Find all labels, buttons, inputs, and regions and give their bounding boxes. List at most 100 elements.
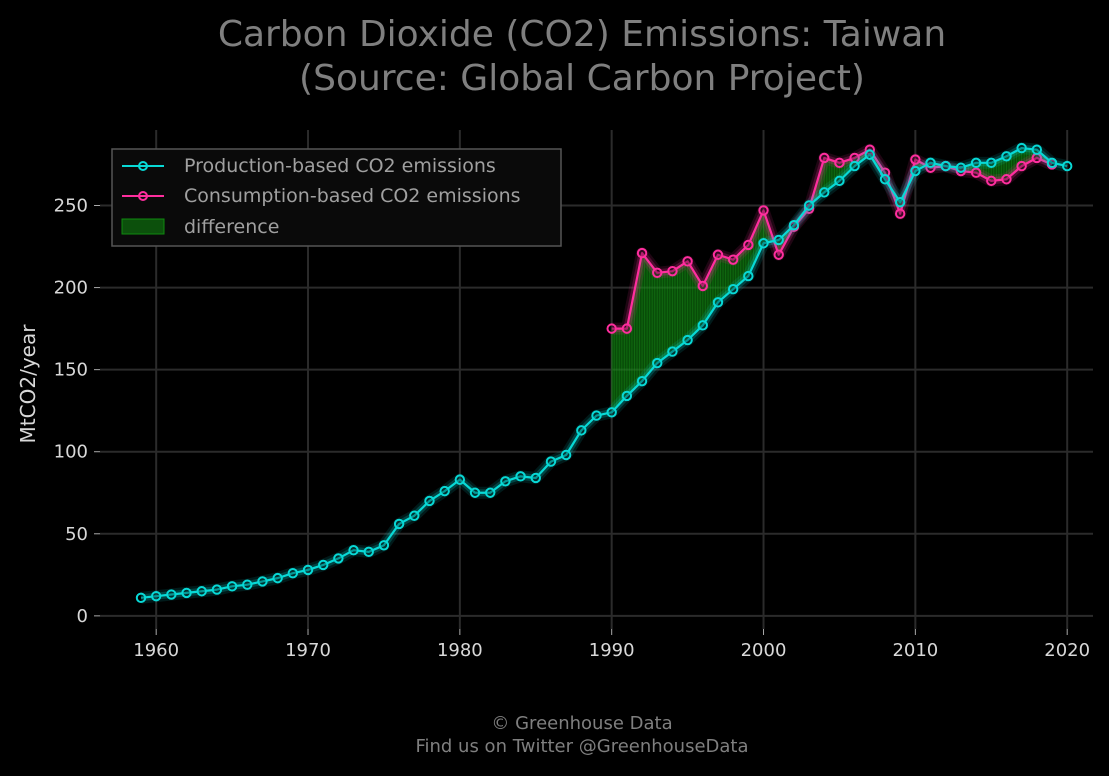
production-point xyxy=(652,357,663,369)
y-tick-label: 250 xyxy=(54,196,88,217)
production-point xyxy=(166,589,177,600)
consumption-point xyxy=(697,280,708,292)
production-point xyxy=(849,160,860,172)
production-point xyxy=(955,162,967,173)
production-point xyxy=(591,410,602,421)
x-tick-label: 2010 xyxy=(892,640,938,661)
production-point xyxy=(211,584,223,595)
production-point xyxy=(363,546,374,558)
x-tick-label: 1960 xyxy=(133,640,179,661)
production-point xyxy=(378,540,390,551)
production-point xyxy=(424,495,435,507)
legend-item-difference: difference xyxy=(121,216,279,238)
production-point xyxy=(454,474,466,485)
consumption-point xyxy=(970,167,982,178)
production-point xyxy=(819,187,830,198)
production-point xyxy=(272,572,283,584)
production-point xyxy=(1061,160,1073,172)
legend-box xyxy=(111,148,562,247)
consumption-point xyxy=(621,323,633,334)
production-point xyxy=(1001,151,1012,162)
chart-subtitle: (Source: Global Carbon Project) xyxy=(299,58,865,99)
production-point xyxy=(485,487,496,498)
production-point xyxy=(667,346,678,357)
production-point xyxy=(348,545,359,556)
production-point xyxy=(576,425,587,436)
production-point xyxy=(1016,142,1027,154)
production-point xyxy=(469,487,481,498)
production-point xyxy=(287,567,299,579)
production-line xyxy=(140,146,1068,599)
production-point xyxy=(834,175,845,187)
legend-swatch-difference xyxy=(121,218,165,235)
production-point xyxy=(226,581,238,592)
legend: Production-based CO2 emissions Consumpti… xyxy=(111,148,562,247)
production-point xyxy=(302,564,314,576)
production-point xyxy=(196,586,207,597)
chart-title: Carbon Dioxide (CO2) Emissions: Taiwan xyxy=(218,14,946,55)
consumption-point xyxy=(712,249,724,260)
grid-lines xyxy=(100,130,1093,629)
consumption-point xyxy=(606,323,617,334)
legend-item-production: Production-based CO2 emissions xyxy=(122,155,496,177)
production-point xyxy=(606,407,617,418)
consumption-point xyxy=(743,239,754,251)
production-point xyxy=(439,485,450,497)
axes: 1960 1970 1980 1990 2000 2010 2020 0 50 100 150 200… xyxy=(54,196,1090,661)
legend-marker-consumption xyxy=(138,191,148,201)
x-tick-label: 1970 xyxy=(285,640,331,661)
consumption-point xyxy=(1016,160,1027,172)
production-point xyxy=(697,320,708,331)
consumption-point xyxy=(682,256,693,267)
consumption-point xyxy=(727,254,739,265)
production-point xyxy=(894,197,906,208)
production-point xyxy=(393,518,405,530)
y-tick-label: 50 xyxy=(65,524,88,545)
production-point xyxy=(560,449,572,461)
consumption-line xyxy=(611,148,1053,330)
production-point xyxy=(970,157,982,169)
production-point xyxy=(925,157,936,169)
production-point xyxy=(530,472,541,484)
production-point xyxy=(333,553,344,564)
series-lines xyxy=(135,142,1073,604)
footer-twitter: Find us on Twitter @GreenhouseData xyxy=(415,736,748,757)
legend-label-difference: difference xyxy=(184,216,279,238)
production-point xyxy=(940,160,951,172)
production-point xyxy=(910,165,921,177)
production-point xyxy=(317,559,329,571)
consumption-point xyxy=(910,154,921,165)
legend-item-consumption: Consumption-based CO2 emissions xyxy=(122,185,521,207)
production-point xyxy=(773,234,784,246)
consumption-point xyxy=(1001,174,1012,185)
production-point xyxy=(682,334,693,346)
legend-label-consumption: Consumption-based CO2 emissions xyxy=(184,185,521,207)
y-tick-label: 200 xyxy=(54,278,88,299)
production-point xyxy=(515,471,526,482)
production-point xyxy=(181,587,192,599)
y-axis-label: MtCO2/year xyxy=(16,324,40,444)
production-point xyxy=(743,270,754,282)
consumption-point xyxy=(636,247,648,259)
production-point xyxy=(621,390,633,402)
production-point xyxy=(758,238,769,249)
production-point xyxy=(1046,157,1058,169)
production-point xyxy=(788,220,800,231)
consumption-point xyxy=(986,175,997,187)
consumption-point xyxy=(773,249,784,260)
production-point xyxy=(727,284,739,295)
footer-copyright: © Greenhouse Data xyxy=(491,713,672,734)
x-tick-label: 1980 xyxy=(437,640,483,661)
production-point xyxy=(864,149,876,160)
consumption-point xyxy=(758,205,769,216)
production-point xyxy=(257,576,268,587)
x-tick-label: 1990 xyxy=(589,640,635,661)
x-tick-label: 2000 xyxy=(741,640,787,661)
production-point xyxy=(636,375,648,387)
x-tick-label: 2020 xyxy=(1044,640,1090,661)
production-point xyxy=(135,592,147,604)
production-point xyxy=(500,476,511,487)
production-point xyxy=(242,579,253,590)
